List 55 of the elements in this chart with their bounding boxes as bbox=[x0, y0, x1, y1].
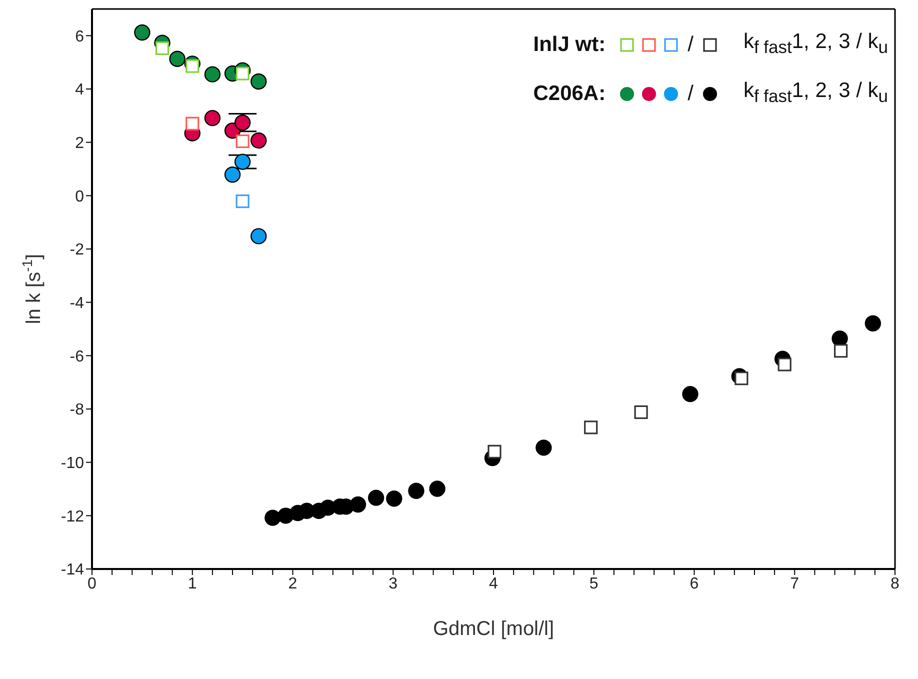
x-tick-label: 7 bbox=[790, 575, 800, 592]
annotation: / bbox=[688, 80, 694, 107]
legend-label: C206A: bbox=[532, 80, 606, 107]
point bbox=[250, 73, 267, 90]
point bbox=[186, 116, 200, 130]
point bbox=[204, 110, 221, 126]
point bbox=[734, 372, 748, 386]
y-tick-label: -8 bbox=[70, 402, 84, 419]
annotation: / bbox=[688, 32, 694, 58]
point bbox=[778, 358, 792, 372]
x-tick-label: 3 bbox=[388, 575, 398, 592]
point bbox=[264, 510, 281, 526]
point bbox=[134, 24, 150, 41]
legend-label: InlJ wt: bbox=[532, 32, 606, 58]
x-tick-label: 8 bbox=[890, 575, 900, 592]
y-tick-label: -2 bbox=[70, 242, 84, 259]
x-tick-label: 1 bbox=[188, 575, 197, 592]
point bbox=[204, 66, 221, 82]
y-tick-label: 4 bbox=[75, 82, 84, 99]
point bbox=[350, 496, 366, 513]
point bbox=[155, 41, 170, 55]
point bbox=[234, 154, 251, 170]
y-tick-label: 6 bbox=[75, 28, 84, 46]
y-tick-label: -14 bbox=[60, 562, 84, 579]
y-tick-label: 0 bbox=[75, 188, 84, 206]
x-tick-label: 5 bbox=[589, 575, 598, 592]
point bbox=[536, 440, 552, 456]
point bbox=[386, 490, 402, 507]
y-tick-label: -10 bbox=[60, 455, 84, 472]
point bbox=[169, 50, 186, 67]
point bbox=[864, 315, 882, 332]
point bbox=[488, 444, 502, 458]
point bbox=[408, 482, 424, 499]
point bbox=[250, 132, 267, 149]
point bbox=[234, 114, 251, 131]
point bbox=[236, 66, 250, 80]
x-tick-label: 0 bbox=[88, 575, 97, 592]
point bbox=[224, 166, 241, 183]
point bbox=[368, 490, 384, 506]
x-axis-title: GdmCl [mol/l] bbox=[432, 618, 554, 640]
annotation: k$_{f fast}$1, 2, 3 / k$_{u}$ bbox=[743, 30, 888, 58]
point bbox=[236, 194, 250, 208]
x-tick-label: 2 bbox=[288, 575, 298, 592]
y-tick-label: -6 bbox=[70, 348, 84, 366]
point bbox=[429, 480, 446, 497]
y-tick-label: -12 bbox=[60, 508, 84, 526]
point bbox=[236, 134, 250, 148]
point bbox=[250, 228, 267, 244]
point bbox=[682, 386, 698, 402]
x-tick-label: 6 bbox=[690, 575, 699, 592]
annotation: k$_{f fast}$1, 2, 3 / k$_{u}$ bbox=[743, 79, 888, 106]
point bbox=[186, 59, 200, 73]
y-tick-label: -4 bbox=[70, 295, 84, 312]
x-tick-label: 4 bbox=[489, 575, 498, 592]
y-tick-label: 2 bbox=[75, 135, 84, 152]
